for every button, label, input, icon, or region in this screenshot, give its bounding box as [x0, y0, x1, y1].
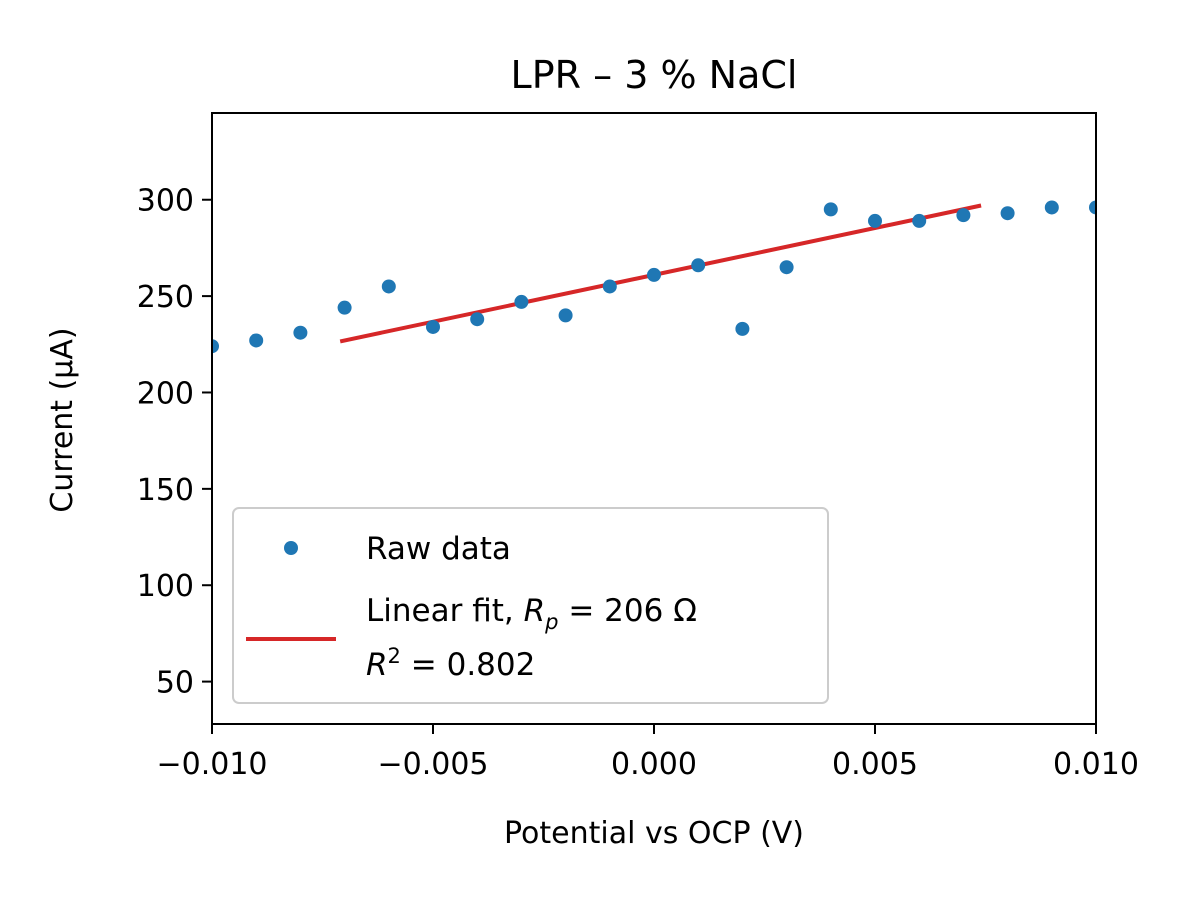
legend: Raw data Linear fit, Rp = 206 Ω R2 = 0.8… — [232, 507, 829, 704]
y-tick-label: 50 — [156, 666, 194, 701]
x-axis-ticks: −0.010 −0.005 0.000 0.005 0.010 — [156, 724, 1139, 782]
data-point — [868, 213, 882, 228]
legend-fit-prefix: Linear fit, — [366, 593, 524, 629]
legend-fit-rp-symbol: R — [524, 593, 546, 629]
legend-fit-rp-subscript: p — [544, 610, 558, 634]
x-tick-label: −0.010 — [156, 747, 267, 782]
legend-label-linear-fit: Linear fit, Rp = 206 Ω — [366, 593, 697, 634]
data-point — [293, 325, 308, 340]
legend-box — [232, 507, 829, 704]
data-point — [558, 308, 573, 323]
legend-r2-superscript: 2 — [388, 644, 401, 668]
y-axis-ticks: 50 100 150 200 250 300 — [137, 184, 212, 701]
data-point — [381, 279, 396, 294]
data-point — [212, 339, 219, 354]
y-axis-label: Current (µA) — [45, 327, 80, 512]
x-tick-label: 0.005 — [832, 747, 918, 782]
data-point — [823, 202, 838, 217]
data-point — [735, 321, 750, 336]
data-point — [602, 279, 617, 294]
data-point — [779, 260, 794, 275]
data-point — [337, 300, 352, 315]
data-point — [426, 319, 440, 334]
y-tick-label: 150 — [137, 473, 194, 508]
data-point — [1089, 200, 1096, 215]
chart-title: LPR – 3 % NaCl — [511, 53, 798, 97]
legend-r2-symbol: R — [366, 647, 388, 683]
legend-label-raw-data: Raw data — [366, 531, 511, 567]
x-tick-label: 0.000 — [611, 747, 697, 782]
data-point — [1000, 206, 1015, 221]
y-tick-label: 200 — [137, 376, 194, 411]
legend-r2-value: = 0.802 — [401, 647, 535, 683]
data-point — [249, 333, 264, 348]
y-tick-label: 250 — [137, 280, 194, 315]
legend-marker-raw-data — [284, 541, 298, 555]
scatter-points-layer — [212, 200, 1096, 354]
y-tick-label: 300 — [137, 184, 194, 219]
x-axis-label: Potential vs OCP (V) — [504, 816, 804, 851]
data-point — [514, 294, 529, 309]
data-point — [912, 213, 927, 228]
legend-fit-rp-value: = 206 Ω — [558, 593, 696, 629]
data-point — [691, 258, 706, 273]
data-point — [647, 267, 661, 282]
data-point — [470, 312, 485, 327]
data-point — [1044, 200, 1059, 215]
x-tick-label: 0.010 — [1053, 747, 1139, 782]
legend-label-r-squared: R2 = 0.802 — [366, 644, 535, 683]
x-tick-label: −0.005 — [377, 747, 488, 782]
y-tick-label: 100 — [137, 569, 194, 604]
data-point — [956, 208, 971, 223]
